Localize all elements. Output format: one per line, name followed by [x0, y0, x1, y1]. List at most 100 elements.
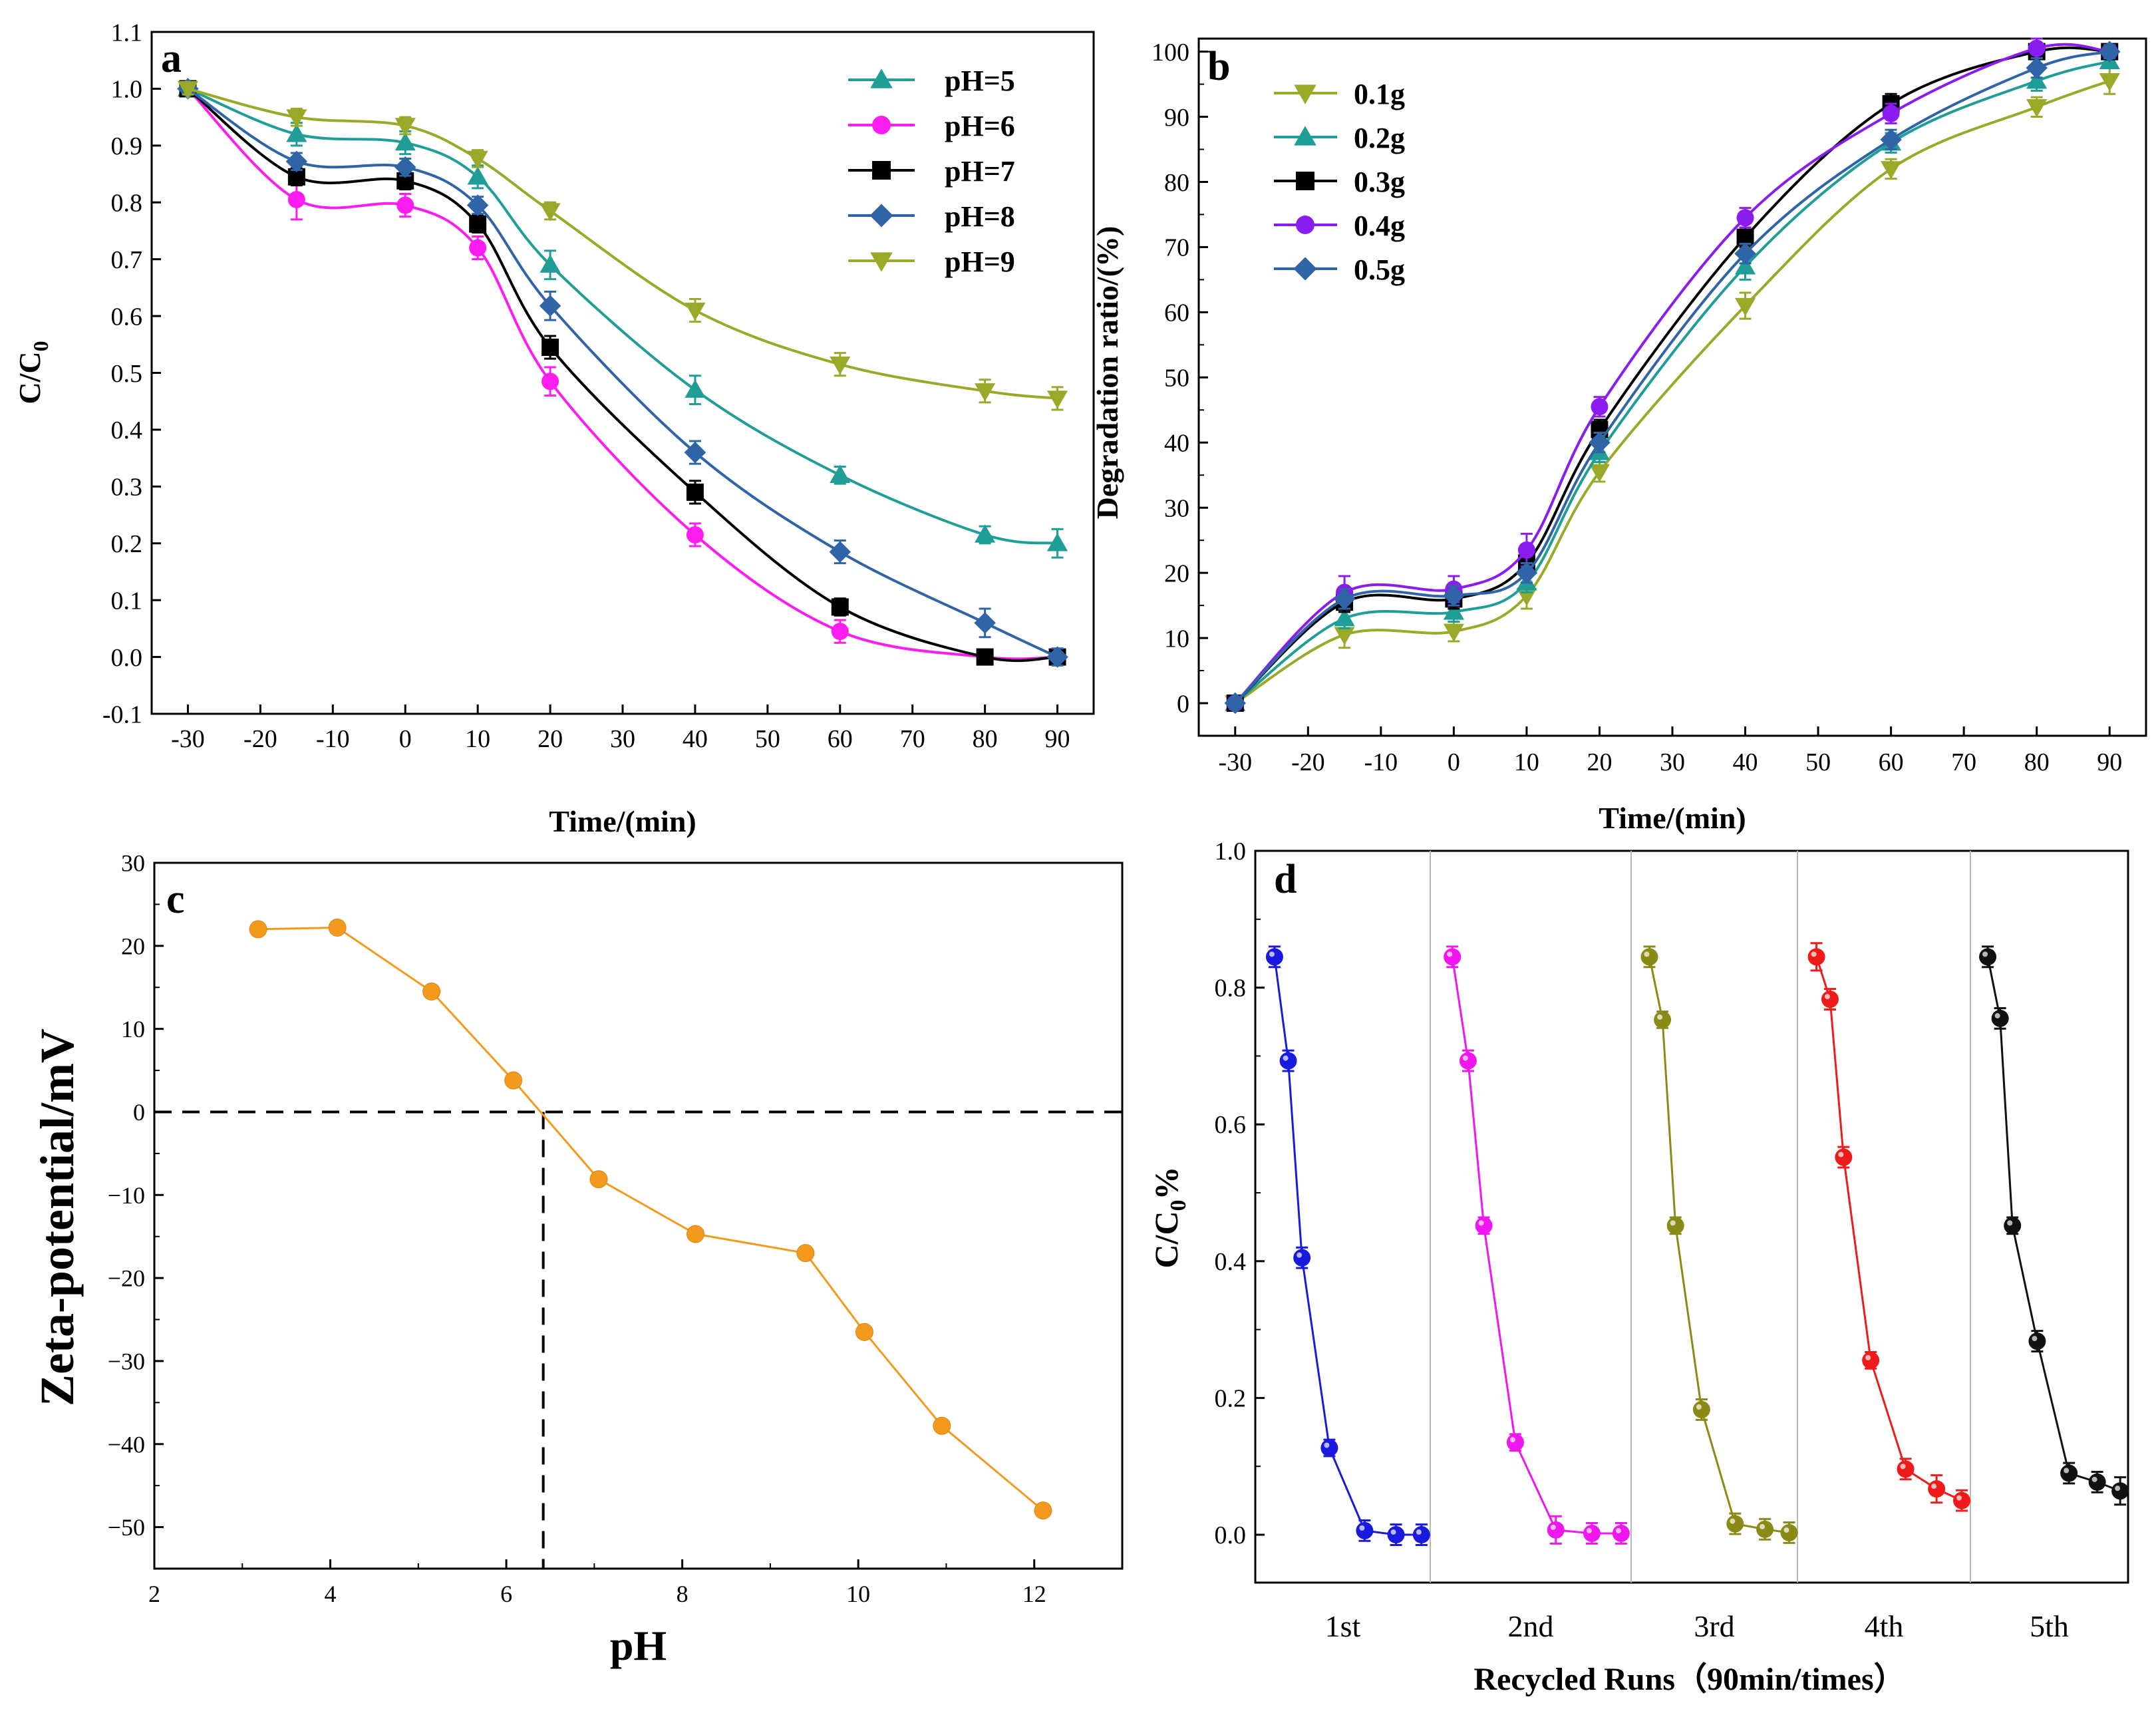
x-axis-label: Recycled Runs（90min/times） [1473, 1662, 1905, 1697]
x-tick-label: 0 [1448, 748, 1460, 776]
panel-c: c [153, 861, 1124, 1570]
data-point [1862, 1351, 1880, 1369]
data-point [2028, 1332, 2046, 1350]
data-point [1547, 1521, 1565, 1539]
data-point [1734, 297, 1756, 317]
plot-area-c: 2 4 6 8 10 12 −50 −40 −30 −20 −10 0 10 20 30 pH Zeta-pot… [31, 850, 1122, 1669]
legend-label: pH=9 [945, 245, 1015, 278]
data-point [394, 156, 416, 178]
x-tick-label: 10 [465, 725, 490, 753]
data-point [855, 1323, 873, 1341]
y-tick-label: 0.5 [111, 360, 143, 388]
y-tick-label: 0.2 [1215, 1384, 1247, 1412]
data-point-highlight [1297, 1252, 1303, 1258]
y-tick-label: 0.6 [1215, 1111, 1247, 1139]
x-tick-label: 6 [500, 1581, 512, 1607]
data-point [541, 339, 559, 357]
data-point-highlight [2032, 1336, 2038, 1342]
data-point-highlight [1994, 1012, 2000, 1018]
data-point [1046, 533, 1068, 551]
x-tick-label: -20 [243, 725, 277, 753]
run-label: 1st [1325, 1609, 1361, 1643]
y-tick-label: 1.0 [1215, 838, 1247, 865]
series-0.1g: 0.1g [1225, 67, 2120, 714]
x-tick-label: 80 [973, 725, 998, 753]
legend-marker [869, 204, 893, 228]
x-tick-label: 4 [325, 1581, 337, 1607]
data-point [1506, 1434, 1524, 1452]
data-point [1443, 623, 1464, 642]
x-tick-label: -20 [1291, 748, 1325, 776]
data-point [1979, 948, 1997, 966]
data-point-highlight [1586, 1527, 1592, 1533]
series-pH=8: pH=8 [177, 78, 1068, 668]
legend-marker [1296, 172, 1314, 190]
data-point [2088, 1473, 2106, 1491]
data-point [1517, 541, 1535, 559]
y-tick-label: 20 [121, 933, 145, 959]
data-point-highlight [1838, 1152, 1844, 1158]
y-tick-label: 0.7 [111, 246, 143, 274]
data-point [1046, 390, 1068, 409]
data-point [1279, 1052, 1297, 1070]
data-point [249, 920, 267, 939]
y-tick-label: -0.1 [102, 701, 142, 728]
data-point [831, 598, 849, 616]
data-point-highlight [2064, 1468, 2070, 1474]
series-line [258, 926, 1044, 1511]
data-point-highlight [1931, 1483, 1937, 1489]
legend-label: pH=6 [945, 110, 1015, 142]
data-point [541, 373, 559, 390]
data-point [177, 80, 199, 100]
x-tick-label: 70 [1951, 748, 1976, 776]
y-tick-label: −30 [108, 1348, 145, 1375]
data-point [2028, 39, 2046, 57]
data-point [976, 648, 994, 666]
run-4th: 4th [1807, 942, 1970, 1643]
data-point [684, 441, 706, 464]
legend-marker [1293, 257, 1317, 281]
x-tick-label: 80 [2024, 748, 2050, 776]
x-tick-label: 30 [1660, 748, 1685, 776]
data-point [504, 1071, 523, 1090]
legend-label: 0.4g [1354, 210, 1405, 242]
data-point [396, 196, 414, 214]
data-point-highlight [1865, 1354, 1871, 1360]
data-point [422, 982, 441, 1001]
y-tick-label: 0.2 [111, 530, 143, 558]
plot-frame-c [153, 861, 1124, 1570]
data-point-highlight [1447, 951, 1453, 957]
x-tick-label: -10 [1364, 748, 1398, 776]
data-point [394, 118, 416, 136]
y-tick-label: 0.9 [111, 132, 143, 160]
data-point-highlight [1670, 1220, 1676, 1226]
x-axis-label-main: Recycled Runs [1473, 1662, 1675, 1697]
series-line [187, 87, 1058, 545]
y-tick-label: 30 [121, 850, 145, 877]
data-point [1734, 242, 1756, 265]
data-point [686, 483, 704, 501]
data-point [1515, 561, 1538, 584]
data-point-highlight [1900, 1464, 1906, 1470]
series-zeta [249, 918, 1052, 1520]
y-tick-label: 90 [1164, 104, 1189, 132]
data-point [1475, 1217, 1493, 1235]
data-point [2004, 1217, 2022, 1235]
legend-marker [870, 252, 893, 272]
series-line [187, 88, 1058, 661]
y-axis-label: C/C0% [1148, 1166, 1191, 1268]
data-point-highlight [1644, 951, 1650, 957]
data-point-highlight [1760, 1523, 1766, 1529]
legend-marker [1294, 84, 1316, 104]
y-tick-label: 10 [121, 1016, 145, 1042]
data-point-highlight [1283, 1055, 1289, 1061]
data-point-highlight [1696, 1404, 1702, 1410]
data-point-highlight [2091, 1476, 2097, 1482]
legend-label: pH=8 [945, 200, 1015, 233]
series-line [1234, 60, 2110, 704]
data-point-highlight [1416, 1529, 1422, 1535]
data-point [1444, 948, 1462, 966]
x-tick-label: 30 [610, 725, 635, 753]
data-point [2111, 1482, 2129, 1500]
